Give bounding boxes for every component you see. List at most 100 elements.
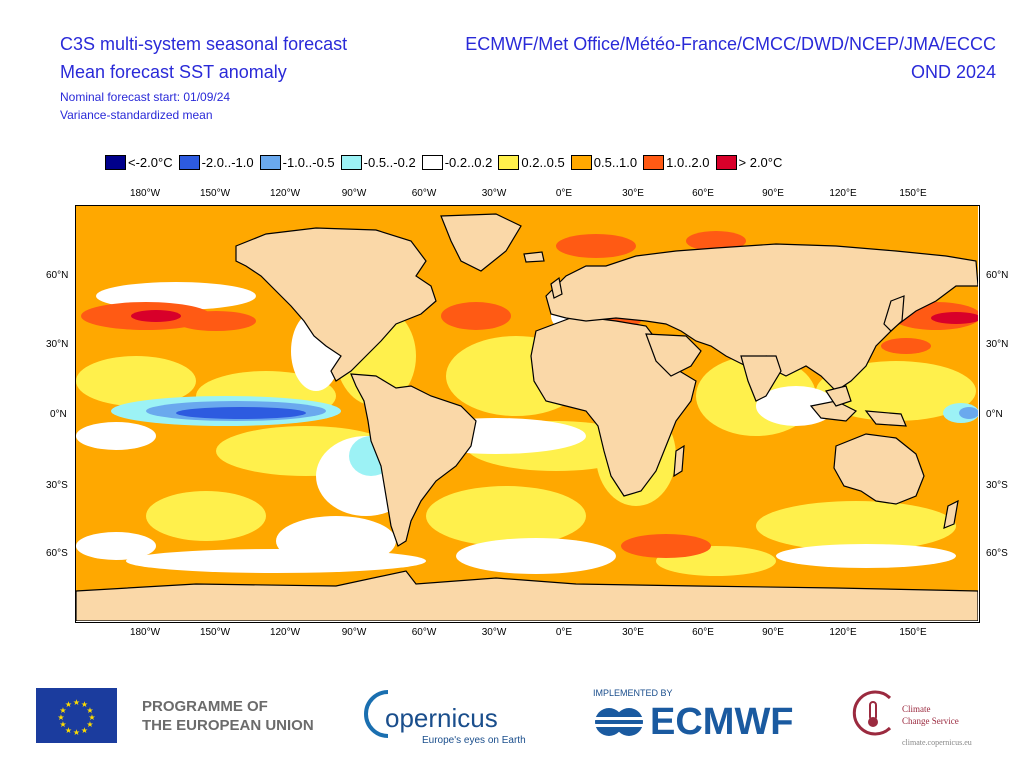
lat-label: 0°N [986, 409, 1003, 420]
legend-label: > 2.0°C [738, 154, 783, 170]
lat-label: 30°S [46, 480, 68, 491]
legend-item: 0.2..0.5 [498, 154, 565, 170]
japan-land [883, 295, 905, 332]
lon-label: 150°W [199, 188, 231, 199]
new-guinea-land [864, 410, 907, 427]
legend-label: -1.0..-0.5 [282, 154, 335, 170]
lat-label: 30°N [46, 339, 69, 350]
climate-service-url: climate.copernicus.eu [902, 738, 972, 747]
svg-text:★: ★ [73, 728, 80, 737]
lon-label: 0°E [555, 188, 573, 199]
legend-label: -2.0..-1.0 [201, 154, 254, 170]
climate-service-logo-icon [850, 690, 896, 736]
svg-text:★: ★ [59, 720, 66, 729]
iceland-land [523, 251, 545, 263]
antarctica-land [76, 570, 978, 621]
lon-label: 150°W [199, 627, 231, 638]
eurasia-land [545, 243, 978, 392]
legend-label: -0.2..0.2 [444, 154, 493, 170]
legend-swatch [105, 154, 126, 170]
programme-label: PROGRAMME OF THE EUROPEAN UNION [142, 697, 314, 735]
lat-label: 60°S [46, 548, 68, 559]
lon-label: 30°W [481, 627, 507, 638]
lat-label: 60°N [986, 270, 1009, 281]
legend-label: 0.2..0.5 [521, 154, 565, 170]
lon-label: 90°E [762, 627, 784, 638]
legend-swatch [178, 154, 200, 170]
subtitle-method: Variance-standardized mean [60, 108, 213, 122]
subtitle-forecast-start: Nominal forecast start: 01/09/24 [60, 90, 231, 104]
lat-label: 0°N [50, 409, 67, 420]
sst-anomaly-map [75, 205, 980, 623]
legend-label: 1.0..2.0 [666, 154, 710, 170]
lon-label: 60°E [692, 188, 714, 199]
legend-item: -1.0..-0.5 [259, 154, 335, 170]
legend-item: -2.0..-1.0 [178, 154, 254, 170]
svg-text:★: ★ [88, 713, 95, 722]
lat-label: 30°N [986, 339, 1009, 350]
legend-label: 0.5..1.0 [593, 154, 638, 170]
copernicus-wordmark: opernicus [385, 703, 498, 733]
legend-swatch [259, 154, 281, 170]
legend-swatch [421, 154, 443, 170]
lon-label: 120°W [269, 627, 301, 638]
svg-text:★: ★ [81, 700, 88, 709]
land-masses [76, 213, 978, 621]
legend-label: -0.5..-0.2 [363, 154, 416, 170]
svg-text:★: ★ [86, 720, 93, 729]
legend-swatch [570, 154, 592, 170]
legend-swatch [498, 154, 520, 170]
anomaly-strong-blue [176, 407, 306, 419]
india-land [740, 355, 782, 402]
legend-swatch [715, 154, 737, 170]
climate-service-label: Climate Change Service [902, 703, 959, 727]
svg-text:★: ★ [59, 706, 66, 715]
lon-label: 60°W [411, 627, 437, 638]
title-line1: C3S multi-system seasonal forecast [60, 34, 348, 54]
implemented-by-label: IMPLEMENTED BY [593, 688, 673, 698]
lon-label: 180°W [129, 627, 161, 638]
legend-item: > 2.0°C [715, 154, 783, 170]
title-line2: Mean forecast SST anomaly [60, 62, 287, 82]
lat-label: 30°S [986, 480, 1008, 491]
lon-label: 90°W [341, 627, 367, 638]
new-zealand-land [943, 499, 959, 529]
uk-land [550, 276, 563, 299]
eu-flag-icon: ★ ★ ★ ★ ★ ★ ★ ★ ★ ★ ★ ★ [36, 688, 117, 743]
programme-line1: PROGRAMME OF [142, 698, 268, 715]
legend-item: 1.0..2.0 [643, 154, 710, 170]
greenland-land [440, 213, 522, 272]
svg-text:★: ★ [57, 713, 64, 722]
australia-land [833, 433, 925, 505]
lon-label: 90°W [341, 188, 367, 199]
lon-label: 60°W [411, 188, 437, 199]
legend-item: -0.5..-0.2 [340, 154, 416, 170]
ecmwf-wordmark: ECMWF [650, 701, 794, 743]
copernicus-logo-icon [360, 686, 392, 742]
ecmwf-logo-icon [593, 706, 645, 738]
legend-item: 0.5..1.0 [570, 154, 638, 170]
copernicus-tagline: Europe's eyes on Earth [422, 735, 526, 746]
arabia-land [645, 333, 702, 377]
legend-item: <-2.0°C [105, 154, 173, 170]
lon-label: 30°W [481, 188, 507, 199]
lon-label: 180°W [129, 188, 161, 199]
svg-text:★: ★ [81, 726, 88, 735]
south-america-land [350, 373, 477, 547]
lat-label: 60°N [46, 270, 69, 281]
lon-label: 60°E [692, 627, 714, 638]
climate-service-line1: Climate [902, 704, 931, 714]
anomaly-red [131, 310, 978, 324]
color-legend: <-2.0°C -2.0..-1.0 -1.0..-0.5 -0.5..-0.2… [105, 152, 788, 172]
lon-label: 120°E [829, 627, 857, 638]
lon-label: 150°E [899, 627, 927, 638]
lon-label: 30°E [622, 188, 644, 199]
legend-item: -0.2..0.2 [421, 154, 493, 170]
programme-line2: THE EUROPEAN UNION [142, 717, 314, 734]
lon-label: 150°E [899, 188, 927, 199]
svg-text:★: ★ [86, 706, 93, 715]
lon-label: 120°E [829, 188, 857, 199]
legend-label: <-2.0°C [128, 154, 173, 170]
lat-label: 60°S [986, 548, 1008, 559]
lon-label: 0°E [555, 627, 573, 638]
